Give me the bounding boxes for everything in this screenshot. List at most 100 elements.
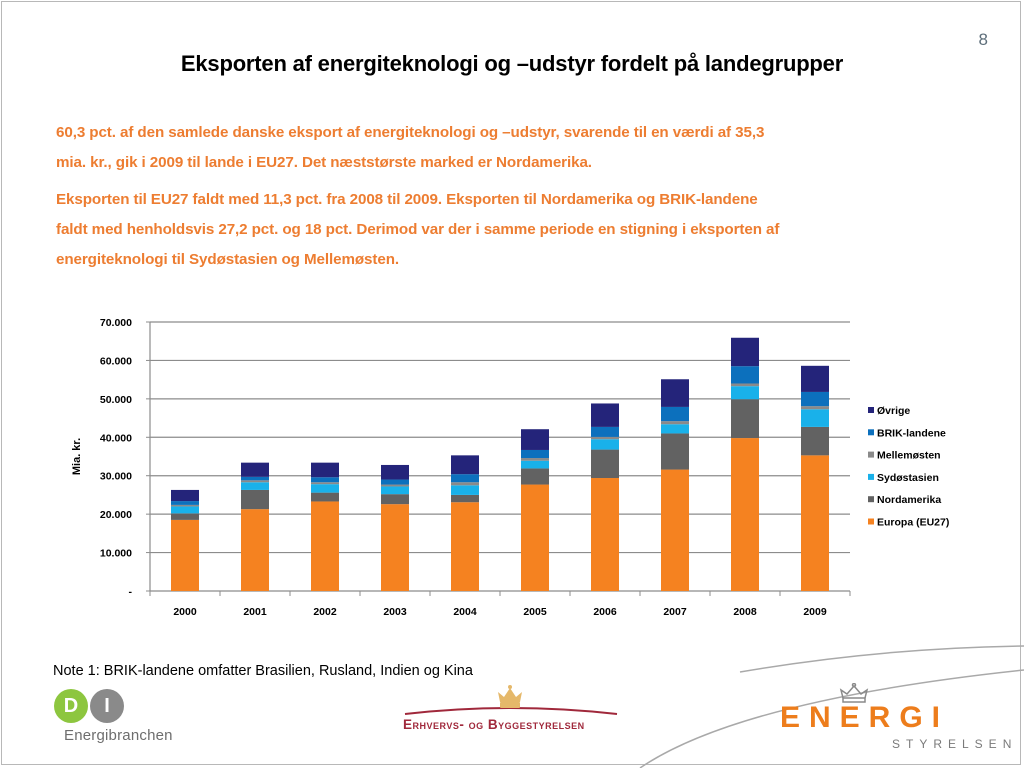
bar-segment-sydøstasien (311, 484, 339, 493)
bar-segment-mellemøsten (381, 484, 409, 487)
bar-segment-sydøstasien (241, 482, 269, 490)
x-tick-label: 2008 (733, 606, 757, 618)
bar-segment-nordamerika (171, 513, 199, 520)
y-tick-label: 70.000 (100, 317, 132, 329)
bar-segment-sydøstasien (521, 460, 549, 469)
slide-number: 8 (978, 30, 988, 49)
bar-segment-mellemøsten (311, 482, 339, 485)
x-tick-label: 2007 (663, 606, 687, 618)
y-tick-label: 40.000 (100, 432, 132, 444)
bar-segment-mellemøsten (521, 458, 549, 461)
bar-segment-europa-eu27 (451, 502, 479, 591)
legend-swatch (868, 496, 874, 503)
bar-segment-europa-eu27 (591, 478, 619, 591)
slide-title: Eksporten af energiteknologi og –udstyr … (180, 51, 844, 76)
x-tick-label: 2005 (523, 606, 547, 618)
di-logo-subtitle: Energibranchen (64, 727, 173, 744)
bar-segment-mellemøsten (731, 383, 759, 387)
energistyrelsen-main-text: ENERGI (780, 701, 950, 734)
bar-segment-sydøstasien (381, 486, 409, 495)
legend-swatch (868, 451, 874, 458)
bar-segment-mellemøsten (591, 436, 619, 440)
bar-segment-øvrige (311, 462, 339, 478)
bar-segment-øvrige (521, 429, 549, 450)
bar-segment-nordamerika (731, 399, 759, 439)
paragraph-1: 60,3 pct. af den samlede danske eksport … (56, 118, 976, 178)
x-tick-label: 2000 (173, 606, 197, 618)
bar-segment-øvrige (171, 489, 199, 502)
bar-segment-europa-eu27 (381, 504, 409, 591)
legend-label: Øvrige (877, 405, 910, 417)
bar-segment-nordamerika (521, 468, 549, 485)
bar-segment-brik-landene (661, 406, 689, 422)
y-tick-label: 10.000 (100, 548, 132, 560)
legend-label: Nordamerika (877, 494, 941, 506)
paragraph-line: 60,3 pct. af den samlede danske eksport … (56, 124, 765, 141)
bar-segment-nordamerika (451, 494, 479, 503)
bar-segment-sydøstasien (661, 424, 689, 434)
energistyrelsen-logo: ENERGI STYRELSEN (780, 683, 1011, 765)
bar-segment-europa-eu27 (241, 509, 269, 591)
bar-segment-nordamerika (591, 449, 619, 479)
bar-segment-mellemøsten (241, 480, 269, 483)
legend-swatch (868, 407, 874, 413)
bar-segment-sydøstasien (591, 439, 619, 450)
y-tick-label: 20.000 (100, 509, 132, 521)
bar-segment-europa-eu27 (311, 501, 339, 591)
y-tick-label: - (129, 586, 133, 598)
di-logo-d: D (54, 689, 88, 723)
bar-segment-øvrige (451, 455, 479, 475)
bar-segment-øvrige (661, 379, 689, 407)
bar-segment-sydøstasien (801, 409, 829, 427)
bar-segment-brik-landene (241, 476, 269, 481)
y-tick-label: 60.000 (100, 355, 132, 367)
paragraph-2: Eksporten til EU27 faldt med 11,3 pct. f… (56, 185, 976, 275)
bar-segment-nordamerika (661, 433, 689, 470)
energistyrelsen-sub-text: STYRELSEN (892, 737, 1018, 751)
y-axis-label: Mia. kr. (71, 438, 83, 475)
legend-label: BRIK-landene (877, 427, 946, 439)
x-tick-label: 2009 (803, 606, 827, 618)
footnote: Note 1: BRIK-landene omfatter Brasilien,… (53, 663, 473, 679)
stacked-bar-chart: - 10.000 20.000 30.000 40.000 50.000 60.000 70.… (71, 317, 949, 618)
bar-segment-øvrige (241, 462, 269, 477)
x-tick-label: 2006 (593, 606, 617, 618)
bar-segment-nordamerika (381, 494, 409, 505)
bar-segment-mellemøsten (451, 482, 479, 486)
bar-segment-europa-eu27 (521, 484, 549, 591)
bar-segment-brik-landene (521, 449, 549, 459)
bar-segment-europa-eu27 (661, 469, 689, 591)
bar-segment-mellemøsten (661, 421, 689, 425)
x-tick-label: 2002 (313, 606, 337, 618)
bar-segment-europa-eu27 (171, 519, 199, 591)
paragraph-line: Eksporten til EU27 faldt med 11,3 pct. f… (56, 191, 758, 208)
erhvervs-og-byggestyrelsen-logo: Erhvervs- og Byggestyrelsen (395, 680, 625, 750)
bar-segment-brik-landene (171, 501, 199, 505)
bar-segment-brik-landene (451, 474, 479, 483)
bar-segment-mellemøsten (801, 406, 829, 410)
bar-segment-brik-landene (311, 477, 339, 483)
legend-label: Mellemøsten (877, 450, 941, 462)
bar-segment-øvrige (591, 403, 619, 427)
bar-segment-europa-eu27 (801, 455, 829, 591)
x-tick-label: 2004 (453, 606, 477, 618)
paragraph-line: mia. kr., gik i 2009 til lande i EU27. D… (56, 154, 592, 171)
x-tick-label: 2001 (243, 606, 267, 618)
bar-segment-europa-eu27 (731, 438, 759, 591)
bar-segment-nordamerika (801, 426, 829, 456)
bar-segment-sydøstasien (451, 485, 479, 495)
bar-segment-øvrige (731, 337, 759, 367)
y-tick-label: 50.000 (100, 394, 132, 406)
paragraph-line: energiteknologi til Sydøstasien og Melle… (56, 251, 399, 268)
legend-swatch (868, 429, 874, 436)
di-logo-i: I (90, 689, 124, 723)
bar-segment-brik-landene (731, 366, 759, 384)
legend-label: Sydøstasien (877, 472, 939, 484)
x-tick-label: 2003 (383, 606, 407, 618)
bar-segment-mellemøsten (171, 504, 199, 507)
legend-swatch (868, 518, 874, 525)
legend-label: Europa (EU27) (877, 517, 949, 529)
bar-segment-øvrige (801, 365, 829, 392)
bar-segment-brik-landene (381, 479, 409, 485)
